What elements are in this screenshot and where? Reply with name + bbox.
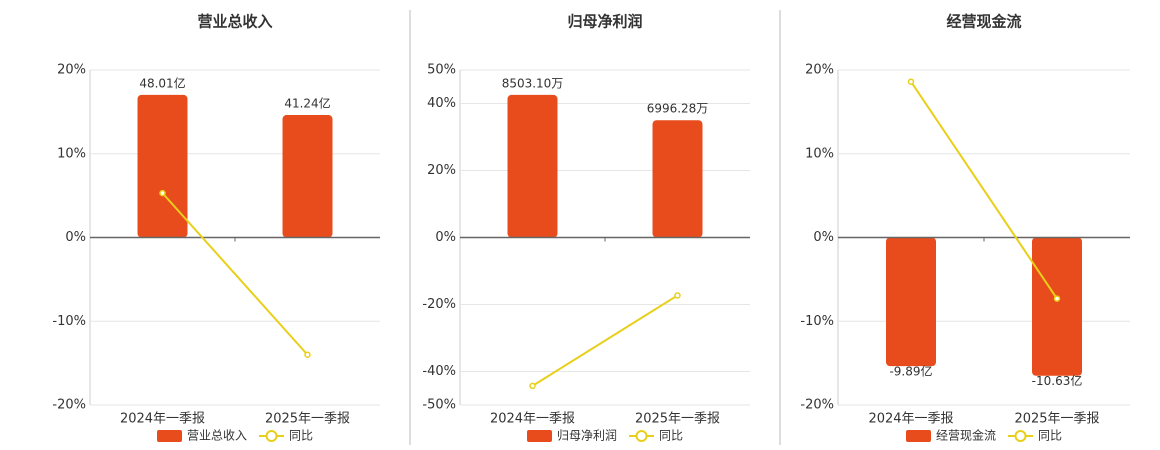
line-point xyxy=(304,351,311,358)
bar xyxy=(507,94,558,238)
line-point xyxy=(529,382,536,390)
x-tick-label: 2024年一季报 xyxy=(120,412,205,427)
line-point xyxy=(159,189,166,197)
y-tick-label: 40% xyxy=(427,96,456,111)
legend-label: 营业总收入 xyxy=(187,429,247,443)
legend-swatch xyxy=(157,430,182,442)
line xyxy=(161,192,309,356)
legend-label: 同比 xyxy=(1038,429,1062,443)
y-tick-label: -20% xyxy=(52,398,86,413)
y-tick-label: 20% xyxy=(57,63,86,78)
data-label: -10.63亿 xyxy=(1032,373,1083,388)
y-tick-label: -20% xyxy=(800,398,834,413)
line-point xyxy=(907,78,915,85)
legend-swatch xyxy=(906,430,931,442)
x-tick-label: 2025年一季报 xyxy=(265,412,350,427)
y-tick-label: 10% xyxy=(57,146,86,161)
legend-label: 归母净利润 xyxy=(557,429,617,443)
line xyxy=(910,81,1058,300)
legend-swatch xyxy=(635,430,648,442)
y-tick-label: -50% xyxy=(422,398,456,413)
chart-title: 营业总收入 xyxy=(197,13,272,31)
data-label: 41.24亿 xyxy=(284,96,330,111)
bar xyxy=(137,94,188,238)
chart-title: 经营现金流 xyxy=(946,13,1021,31)
legend-label: 同比 xyxy=(289,429,313,443)
legend-swatch xyxy=(527,430,552,442)
y-tick-label: 0% xyxy=(65,230,86,245)
y-tick-label: -20% xyxy=(422,297,456,312)
bar xyxy=(282,115,333,238)
legend-label: 同比 xyxy=(659,429,683,443)
bar xyxy=(1032,237,1082,376)
y-tick-label: 10% xyxy=(805,146,834,161)
line-point xyxy=(1053,295,1061,302)
data-label: 8503.10万 xyxy=(502,76,564,90)
y-tick-label: 0% xyxy=(813,230,834,245)
line-point xyxy=(674,292,681,299)
bar xyxy=(886,237,936,367)
x-tick-label: 2024年一季报 xyxy=(490,412,575,427)
legend-label: 经营现金流 xyxy=(936,428,996,443)
legend-swatch xyxy=(265,430,278,442)
x-tick-label: 2025年一季报 xyxy=(1014,412,1099,427)
y-tick-label: -10% xyxy=(52,314,86,329)
y-tick-label: 20% xyxy=(427,163,456,178)
y-tick-label: 0% xyxy=(435,230,456,245)
data-label: 48.01亿 xyxy=(139,75,185,90)
y-tick-label: 20% xyxy=(805,63,834,78)
data-label: -9.89亿 xyxy=(889,364,932,379)
x-tick-label: 2025年一季报 xyxy=(635,412,720,427)
chart-title: 归母净利润 xyxy=(567,13,642,31)
data-label: 6996.28万 xyxy=(647,102,709,116)
y-tick-label: 50% xyxy=(427,63,456,78)
x-tick-label: 2024年一季报 xyxy=(868,412,953,427)
line xyxy=(531,294,679,387)
y-tick-label: -40% xyxy=(422,364,456,379)
bar xyxy=(652,120,703,238)
y-tick-label: -10% xyxy=(800,314,834,329)
legend-swatch xyxy=(1014,430,1027,442)
